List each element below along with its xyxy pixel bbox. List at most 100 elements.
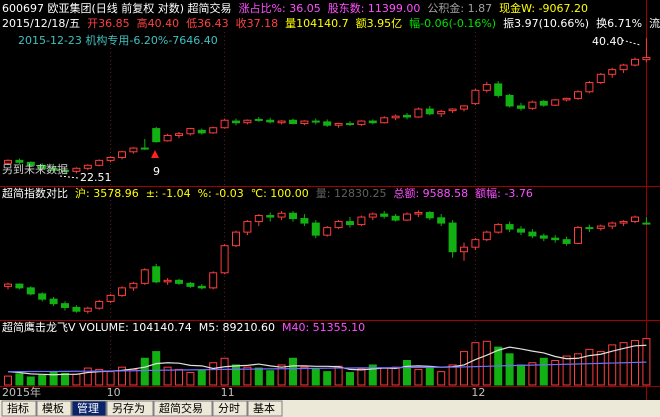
candle-body xyxy=(505,94,514,107)
candle-body xyxy=(300,120,309,125)
candle-body xyxy=(631,58,639,66)
candle-body xyxy=(346,221,354,226)
candle-body xyxy=(129,282,138,289)
volume-bar xyxy=(220,357,229,386)
volume-bar xyxy=(4,375,12,386)
volume-bar xyxy=(323,371,332,386)
candle-body xyxy=(311,120,320,123)
tab-label[interactable]: 超简交易 xyxy=(159,401,203,415)
candle-body xyxy=(425,108,434,115)
info-row: 600697 欧亚集团(日线 前复权 对数) 超简交易 涨占比%: 36.05 股东… xyxy=(2,1,588,15)
tab[interactable] xyxy=(36,400,72,417)
candle-body xyxy=(118,287,126,296)
candle-body xyxy=(232,231,240,247)
candle-body xyxy=(448,222,457,253)
info-item: 2015/12/18/五 xyxy=(2,17,80,30)
info-item: 超简鹰击龙飞V VOLUME: 104140.74 xyxy=(2,320,192,334)
tab[interactable] xyxy=(153,400,213,417)
candle-body xyxy=(175,133,183,136)
info-item: 收37.18 xyxy=(236,16,279,30)
candle-body xyxy=(346,123,354,126)
tab-label[interactable]: 分时 xyxy=(218,402,240,415)
info-item: 公积金: 1.87 xyxy=(427,1,492,15)
candle-body xyxy=(414,212,423,215)
tab-label[interactable]: 基本 xyxy=(253,401,275,415)
volume-bar xyxy=(505,353,514,386)
candle-body xyxy=(403,213,411,221)
volume-bar xyxy=(118,366,126,386)
candle-body xyxy=(437,217,446,224)
candle-body xyxy=(243,119,252,124)
candle-body xyxy=(334,123,343,126)
info-item: 低36.43 xyxy=(186,17,229,30)
candle-body xyxy=(323,121,332,126)
x-tick-label: 10 xyxy=(107,386,121,399)
candle-body xyxy=(482,84,491,91)
info-item: M40: 51355.10 xyxy=(282,321,365,334)
candle-body xyxy=(517,228,525,233)
volume-bar xyxy=(471,342,480,386)
candle-body xyxy=(163,279,172,283)
volume-bar xyxy=(254,367,263,386)
candle-body xyxy=(334,221,343,229)
candle-body xyxy=(368,120,377,124)
volume-bar xyxy=(425,366,434,386)
candle-body xyxy=(574,227,582,244)
volume-bar xyxy=(346,372,354,386)
info-item: 开36.85 xyxy=(87,17,130,30)
volume-bar xyxy=(175,368,183,386)
candle-body xyxy=(289,119,297,125)
candle-body xyxy=(460,246,468,253)
tab-label[interactable]: 模板 xyxy=(42,401,64,415)
candle-body xyxy=(186,128,195,135)
volume-bar xyxy=(482,340,491,386)
tab[interactable] xyxy=(247,400,283,417)
candle-body xyxy=(254,118,263,121)
candle-body xyxy=(631,216,639,223)
info-item: 幅-0.06(-0.16%) xyxy=(409,17,496,30)
tab-label[interactable]: 管理 xyxy=(77,401,99,415)
candle-body xyxy=(49,167,58,171)
candle-body xyxy=(414,108,423,118)
candle-body xyxy=(494,224,503,233)
tab-label[interactable]: 指标 xyxy=(7,401,29,415)
candle-body xyxy=(608,222,617,227)
volume-bar xyxy=(562,355,571,386)
volume-bar xyxy=(49,371,58,386)
tab-label[interactable]: 另存为 xyxy=(112,401,145,415)
x-tick-label: 11 xyxy=(221,386,235,399)
tab[interactable] xyxy=(1,400,37,417)
volume-bar xyxy=(232,364,240,386)
volume-bar xyxy=(380,367,389,386)
volume-bar xyxy=(72,373,81,386)
candle-body xyxy=(517,105,525,109)
volume-bar xyxy=(289,357,297,386)
info-row: 2015/12/18/五 开36.85 高40.40 低36.43 收37.18 量104… xyxy=(2,16,660,30)
candle-body xyxy=(380,117,389,124)
candle-body xyxy=(471,239,480,248)
candle-body xyxy=(209,272,218,289)
info-item: 流通1.55亿 xyxy=(649,16,660,30)
candle-body xyxy=(152,128,161,143)
candle-body xyxy=(528,231,537,237)
volume-bar xyxy=(517,364,525,386)
tab[interactable] xyxy=(212,400,248,417)
candle-body xyxy=(232,120,240,124)
tab[interactable] xyxy=(71,400,107,417)
volume-bar xyxy=(95,368,104,386)
volume-bar xyxy=(38,374,47,386)
tab[interactable] xyxy=(106,400,154,417)
volume-bar xyxy=(619,342,628,386)
info-item: 2015-12-23 机构专用-6.20%-7646.40 xyxy=(18,33,218,47)
candle-body xyxy=(562,239,571,244)
info-item: 高40.40 xyxy=(137,16,180,30)
grid xyxy=(110,32,476,386)
volume-bar xyxy=(83,367,92,386)
info-item: 现金W: -9067.20 xyxy=(499,1,588,15)
volume-bar xyxy=(300,366,309,386)
volume-bar xyxy=(551,360,560,386)
info-item: 换6.71% xyxy=(596,16,642,30)
info-row: 2015-12-23 机构专用-6.20%-7646.40 xyxy=(18,33,218,47)
